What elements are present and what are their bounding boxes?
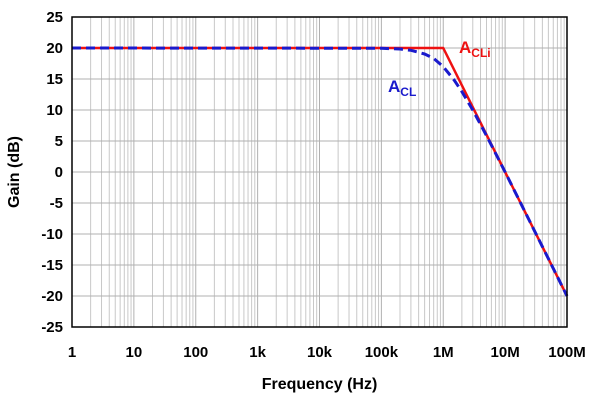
x-tick-label: 10k xyxy=(307,344,333,361)
annotation-acl: ACL xyxy=(388,77,416,99)
y-tick-label: 5 xyxy=(55,133,63,150)
y-tick-label: -20 xyxy=(41,288,63,305)
x-tick-label: 100 xyxy=(183,344,208,361)
x-tick-label: 10M xyxy=(491,344,520,361)
y-tick-label: 10 xyxy=(46,102,63,119)
x-tick-label: 10 xyxy=(126,344,143,361)
y-axis-label: Gain (dB) xyxy=(6,136,23,208)
y-tick-label: -25 xyxy=(41,319,63,336)
x-tick-label: 100M xyxy=(548,344,586,361)
y-tick-label: 25 xyxy=(46,9,63,26)
x-tick-label: 100k xyxy=(365,344,399,361)
annotation-acli: ACLi xyxy=(459,38,491,60)
series-layer xyxy=(71,46,569,297)
x-tick-label: 1k xyxy=(249,344,266,361)
x-tick-label: 1M xyxy=(433,344,454,361)
annotation-main: A xyxy=(388,77,400,96)
y-tick-label: -15 xyxy=(41,257,63,274)
series-line-acli xyxy=(72,46,569,297)
grid-lines xyxy=(71,16,567,328)
y-tick-label: 15 xyxy=(46,71,63,88)
annotation-subscript: CLi xyxy=(471,46,490,60)
y-tick-label: -5 xyxy=(50,195,63,212)
annotation-main: A xyxy=(459,38,471,57)
series-line-acl xyxy=(71,46,569,297)
x-axis-label: Frequency (Hz) xyxy=(262,376,378,393)
y-tick-label: 20 xyxy=(46,40,63,57)
y-tick-label: 0 xyxy=(55,164,63,181)
annotation-subscript: CL xyxy=(400,85,416,99)
tick-labels: 1 10 100 1k 10k 100k 1M 10M 100M 25 20 15 10 5 0 -5 -10 -… xyxy=(41,9,585,361)
plot-frame xyxy=(71,16,568,328)
y-tick-label: -10 xyxy=(41,226,63,243)
x-tick-label: 1 xyxy=(68,344,76,361)
